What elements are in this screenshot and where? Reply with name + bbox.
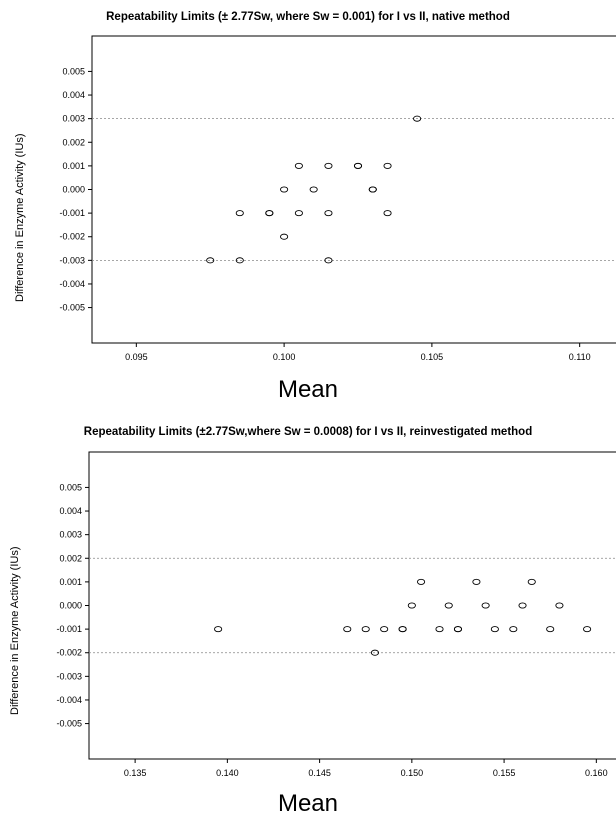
data-point [509,626,518,633]
data-point [235,257,244,264]
data-point [435,626,444,633]
y-tick-label: 0.004 [59,506,82,516]
x-tick-label: 0.155 [493,768,516,778]
data-point [265,210,274,217]
data-point [546,626,555,633]
y-axis-label: Difference in Enzyme Activity (IUs) [9,546,21,715]
data-point [444,602,453,609]
y-tick-label: -0.003 [56,671,82,681]
x-tick-label: 0.160 [585,768,608,778]
scatter-plot: 0.005 0.004 0.003 0.002 0.001 0.000 -0.001 -0.0… [59,35,616,362]
data-point [343,626,352,633]
y-tick-label: -0.004 [56,695,82,705]
y-tick-label: 0.002 [59,553,82,563]
data-point [280,233,289,240]
x-tick-label: 0.145 [308,768,331,778]
data-point [370,649,379,656]
data-point [555,602,564,609]
data-point [583,626,592,633]
y-tick-label: 0.002 [62,137,85,147]
data-point [235,210,244,217]
y-tick-label: -0.001 [56,624,82,634]
data-point [324,257,333,264]
x-tick-label: 0.110 [569,352,591,362]
data-point [280,186,289,193]
y-tick-label: -0.001 [59,208,85,218]
data-point [481,602,490,609]
y-tick-label: 0.001 [62,161,85,171]
x-axis-label: Mean [277,376,339,403]
data-point [294,210,303,217]
y-tick-label: -0.002 [56,648,82,658]
y-tick-label: -0.004 [59,279,85,289]
x-tick-label: 0.135 [124,768,147,778]
y-tick-label: 0.005 [62,66,85,76]
y-tick-label: 0.000 [62,185,85,195]
chart-native: Repeatability Limits (± 2.77Sw, where Sw… [14,11,616,403]
plot-frame [88,451,616,760]
data-point [324,162,333,169]
y-tick-label: 0.003 [62,114,85,124]
y-tick-label: -0.005 [59,303,85,313]
data-point [383,162,392,169]
y-tick-label: -0.002 [59,232,85,242]
data-point [472,578,481,585]
data-point [294,162,303,169]
data-point [324,210,333,217]
data-point [380,626,389,633]
data-point [206,257,215,264]
y-tick-label: -0.005 [56,719,82,729]
data-point [361,626,370,633]
y-tick-label: -0.003 [59,255,85,265]
y-tick-label: 0.001 [59,577,82,587]
data-point [518,602,527,609]
data-point [309,186,318,193]
data-point [453,626,463,633]
y-tick-label: 0.005 [59,482,82,492]
x-tick-label: 0.140 [216,768,239,778]
data-point [490,626,499,633]
x-axis-label: Mean [277,790,339,817]
x-tick-label: 0.095 [125,352,148,362]
data-point [398,626,407,633]
y-tick-label: 0.000 [59,601,82,611]
data-point [417,578,426,585]
data-point [383,210,392,217]
x-tick-label: 0.100 [273,352,296,362]
data-point [527,578,536,585]
x-tick-label: 0.105 [421,352,444,362]
y-tick-label: 0.003 [59,530,82,540]
x-tick-label: 0.150 [401,768,424,778]
data-point [413,115,422,122]
data-point [368,186,377,193]
chart-title: Repeatability Limits (±2.77Sw,where Sw =… [83,426,533,438]
chart-title: Repeatability Limits (± 2.77Sw, where Sw… [106,11,510,23]
data-point [214,626,223,633]
data-point [407,602,416,609]
data-point [353,162,363,169]
y-tick-label: 0.004 [62,90,85,100]
